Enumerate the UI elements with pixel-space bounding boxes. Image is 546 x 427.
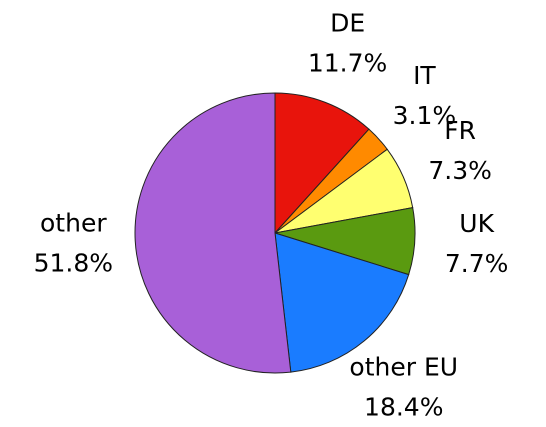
slice-label: IT xyxy=(413,61,436,90)
slice-value-label: 3.1% xyxy=(393,101,457,130)
slice-label: UK xyxy=(459,209,494,238)
slice-value-label: 51.8% xyxy=(34,248,113,277)
pie-slice xyxy=(274,92,370,235)
slice-value-label: 7.7% xyxy=(445,249,509,278)
slice-label: other EU xyxy=(349,353,458,382)
slice-value-label: 11.7% xyxy=(308,48,387,77)
slice-label: DE xyxy=(330,8,365,37)
slice-value-label: 7.3% xyxy=(428,156,492,185)
slice-label: other xyxy=(40,208,107,237)
pie-slice xyxy=(134,92,292,374)
slice-value-label: 18.4% xyxy=(364,393,443,422)
pie-slice xyxy=(274,232,410,373)
slice-label: FR xyxy=(444,116,476,145)
